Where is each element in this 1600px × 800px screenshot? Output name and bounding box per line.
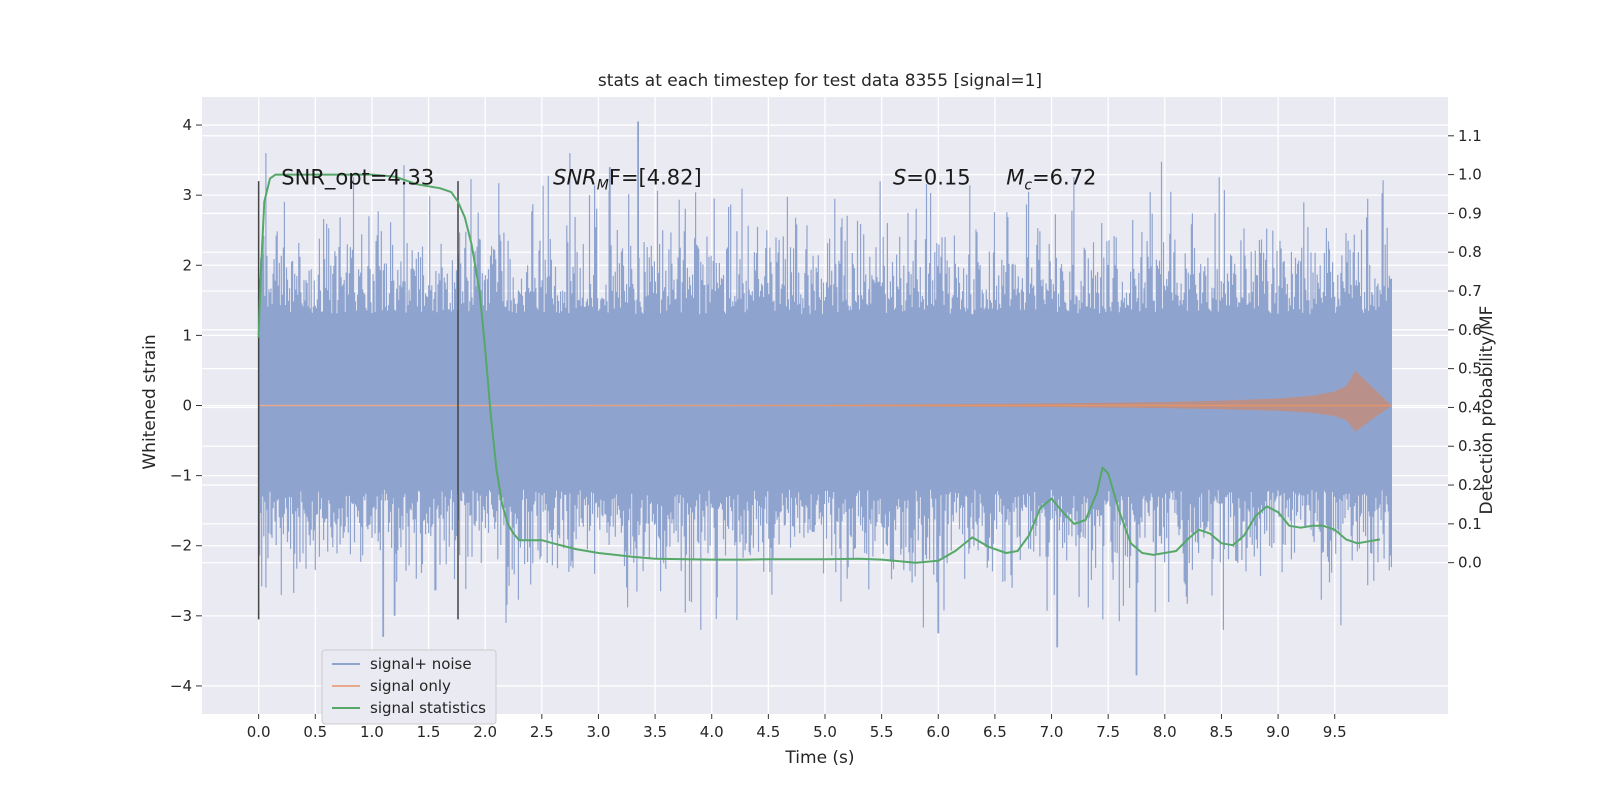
legend-label-signal-statistics: signal statistics	[370, 699, 486, 717]
y2-tick-label-0: 1.1	[1458, 127, 1482, 145]
vertical-markers	[257, 181, 459, 620]
y2-tick-label-2: 0.9	[1458, 204, 1482, 222]
legend-label-signal-noise: signal+ noise	[370, 655, 472, 673]
y-tick-label-3: 1	[182, 326, 192, 344]
y-tick-label-5: −1	[170, 467, 192, 485]
y2-tick-label-7: 0.4	[1458, 398, 1482, 416]
x-tick-label-12: 6.0	[926, 723, 950, 741]
x-tick-label-14: 7.0	[1040, 723, 1064, 741]
y2-tick-label-6: 0.5	[1458, 360, 1482, 378]
x-tick-label-13: 6.5	[983, 723, 1007, 741]
x-tick-label-16: 8.0	[1153, 723, 1177, 741]
x-tick-label-11: 5.5	[870, 723, 894, 741]
x-tick-label-18: 9.0	[1266, 723, 1290, 741]
y2-tick-label-9: 0.2	[1458, 476, 1482, 494]
y2-tick-label-3: 0.8	[1458, 243, 1482, 261]
y-axis-label: Whitened strain	[140, 334, 160, 469]
x-tick-label-1: 0.5	[303, 723, 327, 741]
legend: signal+ noise signal only signal statist…	[321, 649, 497, 725]
series-signal-statistics	[257, 173, 1381, 564]
noise-peaks	[382, 121, 1138, 676]
x-tick-label-7: 3.5	[643, 723, 667, 741]
y2-tick-label-4: 0.7	[1458, 282, 1482, 300]
chart-title: stats at each timestep for test data 835…	[598, 71, 1042, 91]
y-tick-label-4: 0	[182, 397, 192, 415]
statistics-line	[257, 173, 1381, 564]
annotation-0: SNR_opt=4.33	[281, 166, 434, 191]
annotations: SNR_opt=4.33 SNRMF=[4.82] S=0.15 Mc=6.72	[281, 166, 1096, 194]
x-tick-label-8: 4.0	[700, 723, 724, 741]
annotation-1: SNRMF=[4.82]	[553, 166, 702, 194]
y-axis-right: 1.1 1.0 0.9 0.8 0.7 0.6 0.5 0.4 0.3 0.2 0.1 0.0	[1448, 127, 1482, 572]
x-tick-label-4: 2.0	[473, 723, 497, 741]
x-tick-label-0: 0.0	[247, 723, 271, 741]
x-tick-label-17: 8.5	[1210, 723, 1234, 741]
y-tick-label-6: −2	[170, 537, 192, 555]
y-tick-label-2: 2	[182, 256, 192, 274]
x-axis: 0.0 0.5 1.0 1.5 2.0 2.5 3.0 3.5 4.0 4.5 5.0 5.5 6.0 6…	[247, 714, 1347, 741]
x-tick-label-6: 3.0	[587, 723, 611, 741]
y2-tick-label-1: 1.0	[1458, 166, 1482, 184]
x-tick-label-15: 7.5	[1096, 723, 1120, 741]
x-axis-label: Time (s)	[784, 748, 854, 768]
annotation-2: S=0.15	[893, 166, 971, 190]
x-tick-label-10: 5.0	[813, 723, 837, 741]
y-axis-left: 4 3 2 1 0 −1 −2 −3 −4	[170, 116, 202, 695]
y2-tick-label-5: 0.6	[1458, 321, 1482, 339]
y2-tick-label-11: 0.0	[1458, 554, 1482, 572]
y-tick-label-0: 4	[182, 116, 192, 134]
legend-label-signal-only: signal only	[370, 677, 451, 695]
y2-tick-label-8: 0.3	[1458, 437, 1482, 455]
x-tick-label-2: 1.0	[360, 723, 384, 741]
x-tick-label-3: 1.5	[417, 723, 441, 741]
y2-tick-label-10: 0.1	[1458, 515, 1482, 533]
annotation-3: Mc=6.72	[1006, 166, 1096, 194]
legend-box	[321, 649, 497, 725]
y-axis-right-label: Detection probability/MF	[1477, 306, 1497, 515]
x-tick-label-19: 9.5	[1323, 723, 1347, 741]
y-tick-label-8: −4	[170, 677, 192, 695]
y-tick-label-1: 3	[182, 186, 192, 204]
series-signal-only	[258, 370, 1392, 432]
x-tick-label-9: 4.5	[756, 723, 780, 741]
x-tick-label-5: 2.5	[530, 723, 554, 741]
y-tick-label-7: −3	[170, 607, 192, 625]
